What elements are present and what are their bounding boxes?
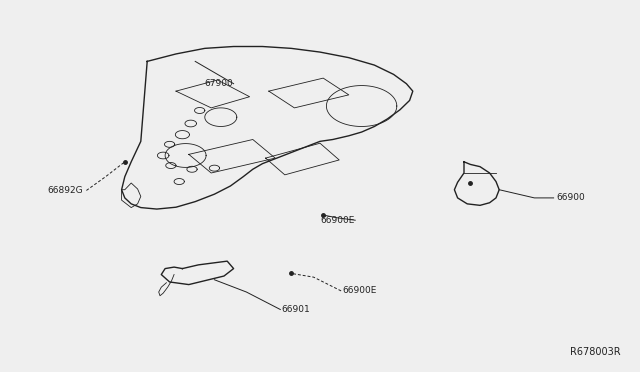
Text: 66892G: 66892G — [47, 186, 83, 195]
Text: 66900E: 66900E — [321, 216, 355, 225]
Text: 66900: 66900 — [557, 193, 586, 202]
Text: R678003R: R678003R — [570, 347, 621, 357]
Text: 67900: 67900 — [205, 79, 234, 88]
Text: 66900E: 66900E — [342, 286, 377, 295]
Text: 66901: 66901 — [282, 305, 310, 314]
